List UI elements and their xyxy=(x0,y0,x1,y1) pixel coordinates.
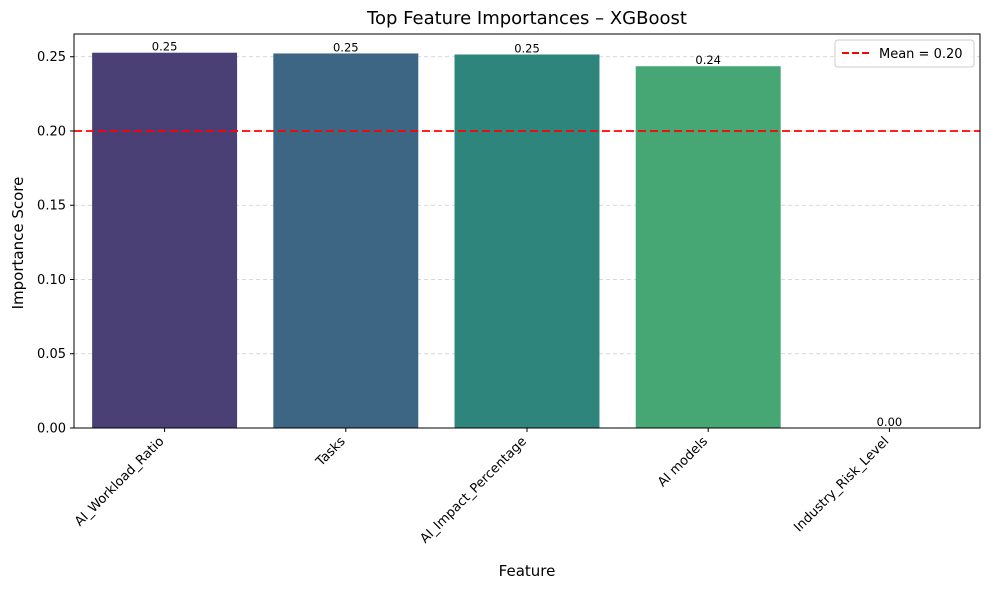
y-tick-label: 0.15 xyxy=(37,199,66,214)
x-tick-label: AI_Impact_Percentage xyxy=(418,434,530,546)
y-tick-label: 0.10 xyxy=(37,273,66,288)
y-tick-label: 0.00 xyxy=(37,422,66,437)
bar xyxy=(273,53,419,428)
legend: Mean = 0.20 xyxy=(834,39,975,68)
data-label: 0.25 xyxy=(514,41,540,55)
x-axis: AI_Workload_Ratio Tasks AI_Impact_Percenta… xyxy=(72,428,892,547)
chart-title: Top Feature Importances – XGBoost xyxy=(366,8,687,29)
data-labels-group: 0.25 0.25 0.25 0.24 0.00 xyxy=(152,40,902,429)
data-label: 0.00 xyxy=(877,415,903,429)
y-tick-label: 0.25 xyxy=(37,50,66,65)
y-axis: 0.00 0.05 0.10 0.15 0.20 0.25 xyxy=(37,50,74,437)
bars-group xyxy=(92,52,781,428)
data-label: 0.24 xyxy=(695,53,721,67)
x-tick-label: Tasks xyxy=(313,434,349,470)
x-tick-label: AI_Workload_Ratio xyxy=(72,434,167,529)
y-axis-label: Importance Score xyxy=(9,177,27,310)
data-label: 0.25 xyxy=(152,40,178,54)
legend-box xyxy=(834,39,975,68)
x-tick-label: AI models xyxy=(655,434,711,490)
bar xyxy=(635,66,781,428)
bar xyxy=(92,52,238,428)
x-axis-label: Feature xyxy=(499,562,556,580)
bar xyxy=(454,54,600,428)
x-tick-label: Industry_Risk_Level xyxy=(791,434,892,535)
legend-mean-label: Mean = 0.20 xyxy=(879,47,963,62)
y-tick-label: 0.20 xyxy=(37,124,66,139)
y-tick-label: 0.05 xyxy=(37,347,66,362)
data-label: 0.25 xyxy=(333,40,359,54)
